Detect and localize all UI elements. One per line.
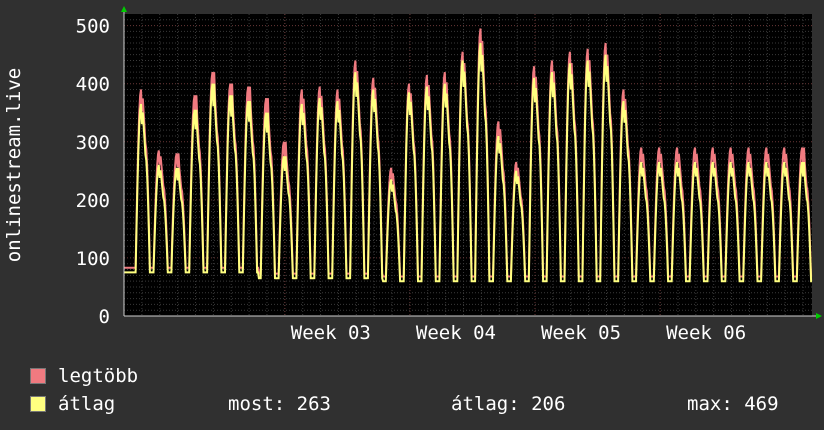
y-tick-label: 300 [76, 132, 110, 154]
y-tick-label: 400 [76, 74, 110, 96]
y-tick-label: 100 [76, 248, 110, 270]
legend-label-max: legtöbb [58, 365, 139, 387]
legend-swatch-max [30, 368, 46, 384]
x-tick-label: Week 05 [541, 322, 621, 344]
stat-maximum: max: 469 [687, 393, 779, 415]
stat-average: átlag: 206 [451, 393, 566, 415]
y-tick-label: 500 [76, 16, 110, 38]
legend-swatch-avg [30, 396, 46, 412]
x-tick-label: Week 03 [291, 322, 371, 344]
y-axis-arrow [121, 6, 127, 12]
x-tick-label: Week 04 [416, 322, 496, 344]
stat-current: most: 263 [228, 393, 331, 415]
x-tick-label: Week 06 [666, 322, 746, 344]
series-line-atlag [124, 42, 813, 283]
y-tick-label: 200 [76, 190, 110, 212]
legend: legtöbb átlag most: 263 átlag: 206 max: … [30, 362, 810, 418]
rrd-graph: 0 100 200 300 400 500 Week 03 Week 04 Week 05 Wee… [3, 6, 822, 344]
legend-row-max: legtöbb [30, 362, 810, 390]
y-axis-label: onlinestream.live [3, 68, 25, 262]
legend-label-avg: átlag [58, 393, 116, 415]
y-tick-label: 0 [99, 306, 110, 328]
axis-layer: 0 100 200 300 400 500 Week 03 Week 04 Week 05 Wee… [76, 6, 822, 344]
series-layer [124, 28, 813, 283]
legend-row-avg: átlag most: 263 átlag: 206 max: 469 [30, 390, 810, 418]
x-axis-arrow [816, 313, 822, 319]
